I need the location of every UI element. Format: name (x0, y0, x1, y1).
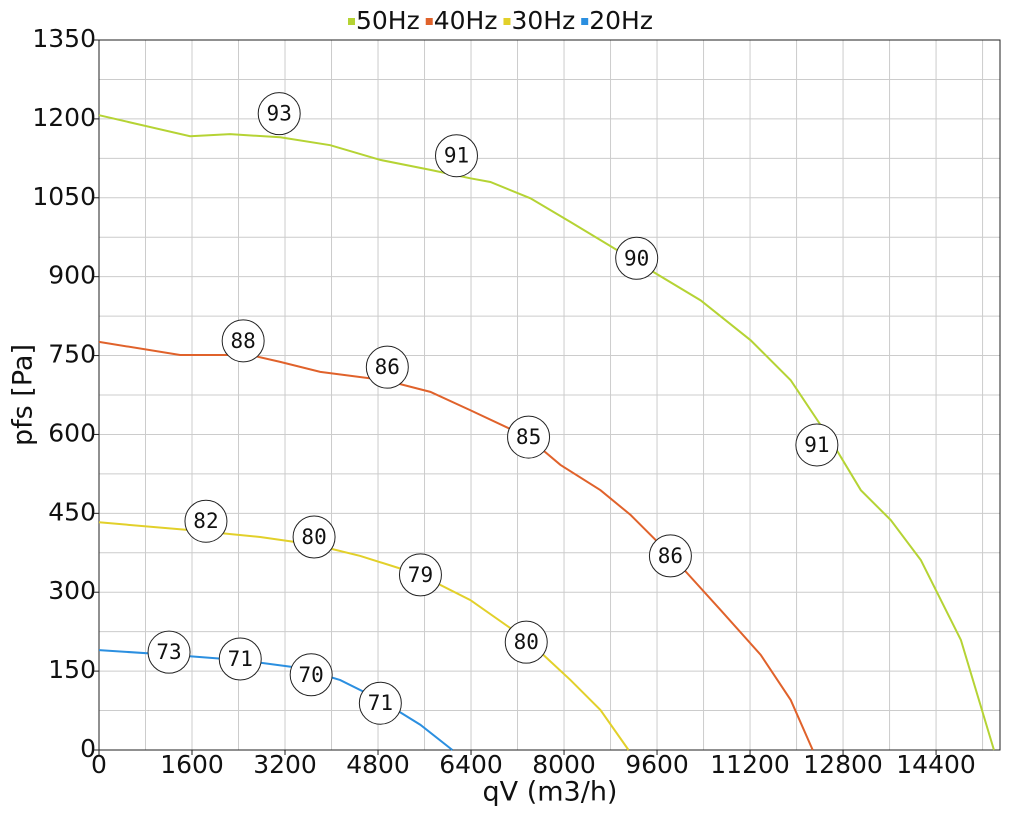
y-tick-label: 1200 (32, 103, 96, 132)
y-tick-label: 600 (48, 418, 96, 447)
x-tick-label: 14400 (896, 750, 976, 779)
y-tick-label: 450 (48, 497, 96, 526)
legend: 50Hz 40Hz 30Hz 20Hz (348, 6, 653, 35)
annotation-label: 86 (375, 355, 400, 379)
legend-label: 30Hz (511, 6, 575, 35)
series-line (98, 340, 814, 751)
y-tick-label: 1050 (32, 182, 96, 211)
annotation-circle (795, 423, 839, 467)
legend-swatch (581, 18, 589, 25)
annotation-label: 86 (658, 544, 683, 568)
annotation-circle (184, 499, 228, 543)
legend-swatch (348, 18, 355, 25)
annotation-label: 80 (301, 525, 326, 549)
series-line (98, 114, 995, 751)
annotation-label: 91 (804, 433, 829, 457)
annotation-label: 88 (231, 329, 256, 353)
annotation-label: 79 (408, 563, 433, 587)
annotation-circle (358, 681, 402, 725)
annotation-circle (292, 515, 336, 559)
y-tick-label: 900 (48, 261, 96, 290)
legend-swatch (425, 18, 433, 25)
legend-label: 40Hz (434, 6, 498, 35)
legend-swatch (503, 18, 511, 25)
x-tick-label: 3200 (253, 750, 317, 779)
x-tick-label: 12800 (803, 750, 883, 779)
y-axis-title: pfs [Pa] (8, 344, 39, 446)
annotation-label: 71 (368, 691, 393, 715)
annotation-label: 90 (624, 246, 649, 270)
annotation-circle (648, 534, 692, 578)
y-tick-label: 1350 (32, 24, 96, 53)
x-tick-label: 9600 (625, 750, 689, 779)
x-tick-label: 8000 (532, 750, 596, 779)
annotation-label: 82 (193, 509, 218, 533)
annotation-label: 85 (516, 425, 541, 449)
annotation-label: 93 (267, 102, 292, 126)
annotation-label: 91 (444, 144, 469, 168)
annotation-circle (507, 415, 551, 459)
annotation-circle (221, 319, 265, 363)
x-tick-label: 1600 (160, 750, 224, 779)
annotation-circle (289, 653, 333, 697)
plot-frame (98, 39, 1001, 751)
annotation-label: 70 (299, 663, 324, 687)
annotation-label: 80 (514, 630, 539, 654)
y-tick-label: 750 (48, 340, 96, 369)
annotation-circle (257, 92, 301, 136)
legend-label: 20Hz (589, 6, 653, 35)
x-tick-label: 6400 (439, 750, 503, 779)
annotation-label: 71 (228, 647, 253, 671)
annotation-circle (147, 630, 191, 674)
y-tick-label: 300 (48, 576, 96, 605)
annotation-circle (398, 553, 442, 597)
annotation-circle (365, 345, 409, 389)
x-tick-label: 11200 (710, 750, 790, 779)
annotation-circle (504, 620, 548, 664)
x-tick-label: 4800 (346, 750, 410, 779)
y-tick-label: 150 (48, 655, 96, 684)
annotation-circle (218, 637, 262, 681)
annotation-circle (615, 236, 659, 280)
legend-label: 50Hz (356, 6, 420, 35)
annotation-circle (434, 134, 478, 178)
x-axis-title: qV (m3/h) (483, 777, 618, 808)
x-tick-label: 0 (91, 750, 107, 779)
y-tick-label: 0 (80, 734, 96, 763)
annotation-label: 73 (156, 640, 181, 664)
